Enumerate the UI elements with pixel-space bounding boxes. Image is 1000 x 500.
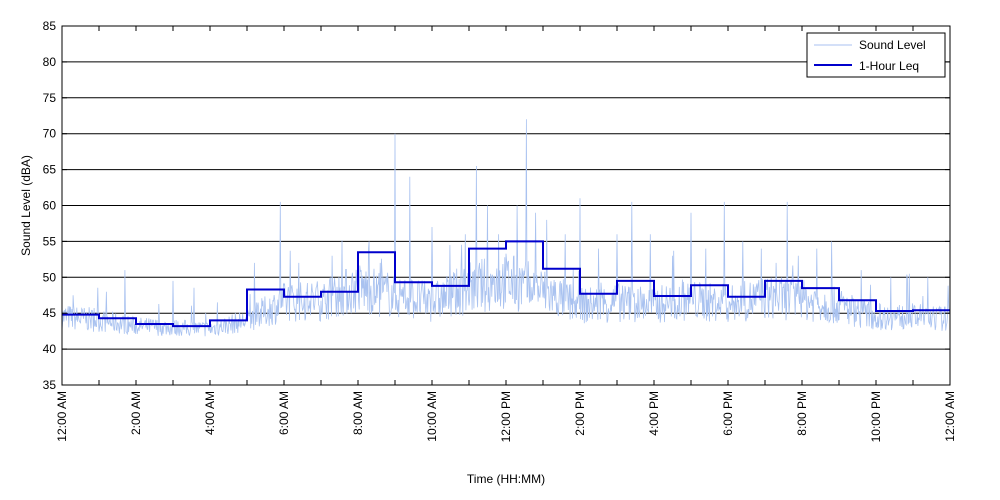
y-tick-label: 70 (43, 127, 57, 141)
legend-box (806, 32, 946, 78)
x-tick-label: 12:00 AM (55, 391, 69, 442)
x-tick-label: 10:00 AM (425, 391, 439, 442)
y-tick-label: 40 (43, 342, 57, 356)
y-tick-label: 55 (43, 234, 57, 248)
legend-label-sound-level: Sound Level (859, 38, 926, 52)
x-tick-label: 4:00 AM (203, 391, 217, 435)
leq-step-line (62, 240, 950, 328)
x-tick-label: 6:00 PM (721, 391, 735, 436)
x-tick-label: 12:00 AM (943, 391, 957, 442)
legend-label-leq: 1-Hour Leq (859, 59, 919, 73)
y-tick-label: 35 (43, 378, 57, 392)
x-axis-ticks: 12:00 AM 2:00 AM 4:00 AM 6:00 AM 8:00 AM 10:0… (55, 26, 957, 442)
y-tick-label: 50 (43, 270, 57, 284)
y-tick-label: 60 (43, 199, 57, 213)
x-tick-label: 10:00 PM (869, 391, 883, 442)
x-tick-label: 6:00 AM (277, 391, 291, 435)
x-tick-label: 8:00 PM (795, 391, 809, 436)
x-tick-label: 2:00 AM (129, 391, 143, 435)
x-tick-label: 12:00 PM (499, 391, 513, 442)
y-tick-label: 85 (43, 19, 57, 33)
y-tick-label: 80 (43, 55, 57, 69)
leq-series (62, 240, 950, 328)
y-tick-label: 45 (43, 306, 57, 320)
y-axis-ticks: 35 40 45 50 55 60 65 70 75 80 85 (43, 19, 950, 392)
legend: Sound Level 1-Hour Leq (806, 32, 946, 78)
x-tick-label: 8:00 AM (351, 391, 365, 435)
x-tick-label: 2:00 PM (573, 391, 587, 436)
y-axis-label: Sound Level (dBA) (19, 155, 33, 256)
x-axis-label: Time (HH:MM) (467, 472, 545, 486)
x-tick-label: 4:00 PM (647, 391, 661, 436)
y-tick-label: 75 (43, 91, 57, 105)
y-tick-label: 65 (43, 163, 57, 177)
